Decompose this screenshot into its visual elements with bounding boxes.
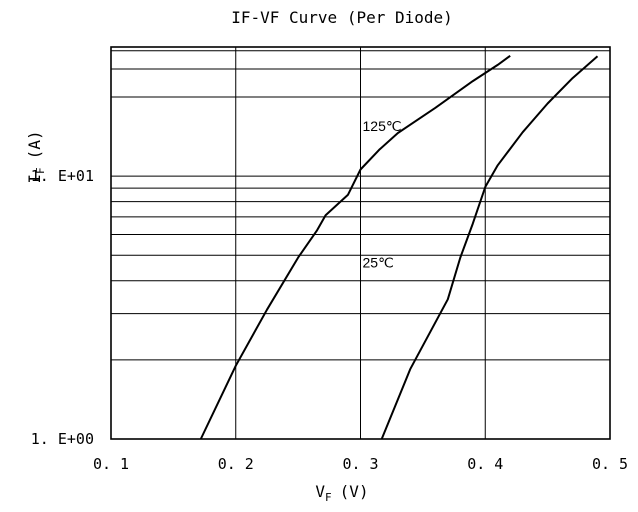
series-annotations: 125℃ 25℃ — [363, 118, 402, 270]
plot-frame — [110, 46, 611, 440]
grid — [110, 47, 611, 439]
series-annotation-0: 125℃ — [363, 118, 402, 134]
series-lines — [199, 54, 599, 440]
x-tick-label-1: 0. 2 — [218, 455, 254, 473]
y-tick-label-1: 1. E+01 — [31, 167, 94, 185]
x-tick-label-2: 0. 3 — [342, 455, 378, 473]
chart-title: IF-VF Curve (Per Diode) — [231, 8, 453, 27]
x-tick-labels: 0. 1 0. 2 0. 3 0. 4 0. 5 — [93, 455, 628, 473]
y-tick-labels: 1. E+00 1. E+01 — [31, 167, 94, 448]
x-tick-label-3: 0. 4 — [467, 455, 503, 473]
x-axis-label: VF (V) — [315, 482, 368, 504]
y-axis-label: IF(A) — [25, 130, 47, 183]
y-tick-label-0: 1. E+00 — [31, 430, 94, 448]
series-line-0 — [199, 54, 511, 440]
x-tick-label-0: 0. 1 — [93, 455, 129, 473]
x-tick-label-4: 0. 5 — [592, 455, 628, 473]
series-annotation-1: 25℃ — [363, 254, 394, 270]
series-line-1 — [380, 55, 599, 440]
